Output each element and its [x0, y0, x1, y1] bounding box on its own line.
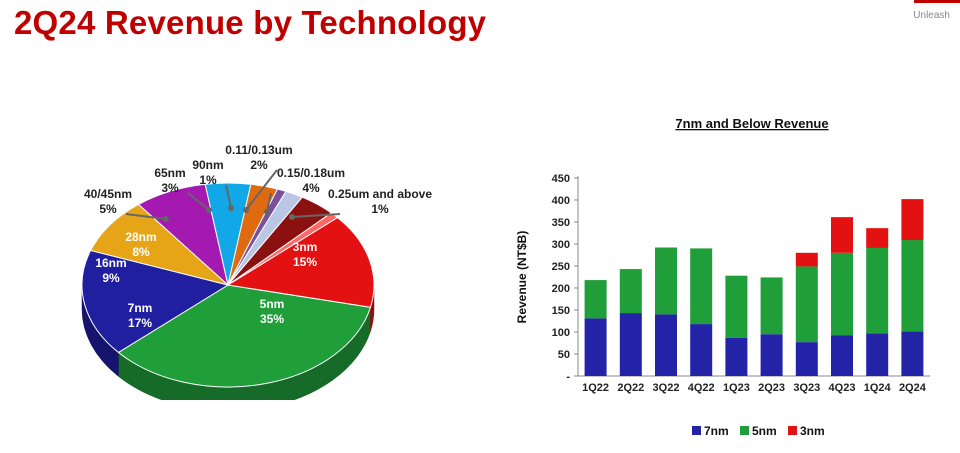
pie-label-7nm: 7nm: [128, 301, 153, 315]
pie-label-3nm: 3nm: [293, 240, 318, 254]
y-tick-label: 450: [552, 173, 570, 185]
bar-5nm-2q22: [619, 269, 642, 314]
pie-leader-dot-0-25um-and-above: [289, 214, 295, 220]
bar-7nm-1q23: [725, 337, 748, 376]
y-tick-label: 400: [552, 195, 570, 207]
pie-slice-16nm: [89, 203, 229, 286]
bar-7nm-4q22: [690, 324, 713, 376]
pie-leader-dot-40-45nm: [163, 216, 169, 222]
bar-5nm-1q22: [584, 280, 607, 319]
x-tick-label: 3Q23: [793, 382, 820, 394]
bar-chart-title: 7nm and Below Revenue: [675, 116, 828, 131]
bar-3nm-1q24: [866, 228, 889, 248]
bar-7nm-2q24: [901, 331, 924, 376]
bar-5nm-1q23: [725, 275, 748, 338]
pie-label-0-25um-and-above: 0.25um and above: [328, 187, 432, 201]
pie-percent-7nm: 17%: [128, 316, 152, 330]
x-tick-label: 2Q22: [617, 382, 644, 394]
x-tick-label: 3Q22: [653, 382, 680, 394]
pie-slice-5nm: [117, 284, 372, 388]
bar-legend: 7nm 5nm 3nm: [692, 424, 825, 438]
pie-leader-dot-0-15-0-18um: [264, 209, 270, 215]
legend-label-7nm: 7nm: [704, 424, 729, 438]
pie-percent-40-45nm: 5%: [99, 202, 117, 216]
y-tick-label: 50: [558, 349, 570, 361]
bar-7nm-2q23: [760, 334, 783, 376]
y-tick-label: -: [566, 371, 570, 383]
pie-leader-0-15-0-18um: [266, 192, 272, 213]
y-tick-label: 200: [552, 283, 570, 295]
y-tick-label: 150: [552, 305, 570, 317]
y-axis-label: Revenue (NT$B): [515, 231, 529, 324]
bar-5nm-2q24: [901, 240, 924, 332]
bar-5nm-3q23: [795, 266, 818, 343]
bar-series: [584, 199, 924, 376]
pie-percent-28nm: 8%: [132, 245, 150, 259]
pie-percent-16nm: 9%: [102, 271, 120, 285]
y-tick-label: 350: [552, 217, 570, 229]
bar-3nm-3q23: [795, 252, 818, 267]
bar-7nm-3q23: [795, 342, 818, 376]
pie-top-faces: [81, 182, 375, 388]
revenue-bar-chart: 7nm and Below Revenue - 50 100 150 200 250 300 3…: [515, 116, 930, 438]
bar-5nm-2q23: [760, 277, 783, 335]
pie-percent-5nm: 35%: [260, 312, 284, 326]
pie-label-16nm: 16nm: [95, 256, 126, 270]
pie-label-0-15-0-18um: 0.15/0.18um: [277, 166, 345, 180]
x-tick-label: 1Q22: [582, 382, 609, 394]
pie-leader-0-25um-and-above: [291, 213, 341, 218]
pie-leader-0-11-0-13um: [245, 169, 278, 211]
brand-tag: Unleash: [913, 10, 950, 21]
x-tick-label: 1Q24: [864, 382, 892, 394]
x-tick-label: 2Q23: [758, 382, 785, 394]
pie-percent-0-15-0-18um: 4%: [302, 181, 320, 195]
legend-swatch-3nm: [788, 426, 797, 435]
bar-5nm-4q22: [690, 248, 713, 325]
bar-3nm-4q23: [831, 217, 853, 253]
pie-percent-65nm: 3%: [161, 181, 179, 195]
pie-leader-dot-90nm: [228, 205, 234, 211]
bar-5nm-4q23: [831, 252, 853, 336]
pie-percent-0-11-0-13um: 2%: [250, 158, 268, 172]
top-accent-rule: [914, 0, 960, 3]
bar-7nm-3q22: [655, 314, 677, 376]
pie-slice-3nm: [226, 216, 375, 308]
legend-label-3nm: 3nm: [800, 424, 825, 438]
pie-label-5nm: 5nm: [260, 297, 285, 311]
bar-7nm-4q23: [831, 335, 853, 376]
pie-percent-90nm: 1%: [199, 173, 217, 187]
bar-7nm-1q24: [866, 333, 889, 376]
bar-3nm-2q24: [901, 199, 924, 241]
pie-leader-dot-0-11-0-13um: [243, 207, 249, 213]
y-tick-label: 250: [552, 261, 570, 273]
pie-label-28nm: 28nm: [125, 230, 156, 244]
bar-5nm-3q22: [655, 247, 677, 315]
x-tick-label: 4Q23: [829, 382, 856, 394]
x-tick-label: 1Q23: [723, 382, 750, 394]
legend-swatch-5nm: [740, 426, 749, 435]
pie-leader-dot-65nm: [206, 207, 212, 213]
pie-label-0-11-0-13um: 0.11/0.13um: [225, 143, 292, 157]
bar-7nm-1q22: [584, 318, 607, 376]
y-tick-label: 300: [552, 239, 570, 251]
bar-5nm-1q24: [866, 247, 889, 334]
legend-swatch-7nm: [692, 426, 701, 435]
y-tick-label: 100: [552, 327, 570, 339]
pie-label-90nm: 90nm: [192, 158, 223, 172]
pie-leader-65nm: [187, 192, 210, 211]
page-title: 2Q24 Revenue by Technology: [14, 4, 487, 41]
pie-percent-0-25um-and-above: 1%: [371, 202, 389, 216]
pie-leader-90nm: [225, 184, 232, 209]
x-tick-label: 2Q24: [899, 382, 927, 394]
pie-label-65nm: 65nm: [154, 166, 185, 180]
legend-label-5nm: 5nm: [752, 424, 777, 438]
pie-percent-3nm: 15%: [293, 255, 317, 269]
pie-leader-40-45nm: [125, 213, 167, 220]
x-tick-label: 4Q22: [688, 382, 715, 394]
bar-7nm-2q22: [619, 313, 642, 376]
pie-label-40-45nm: 40/45nm: [84, 187, 132, 201]
